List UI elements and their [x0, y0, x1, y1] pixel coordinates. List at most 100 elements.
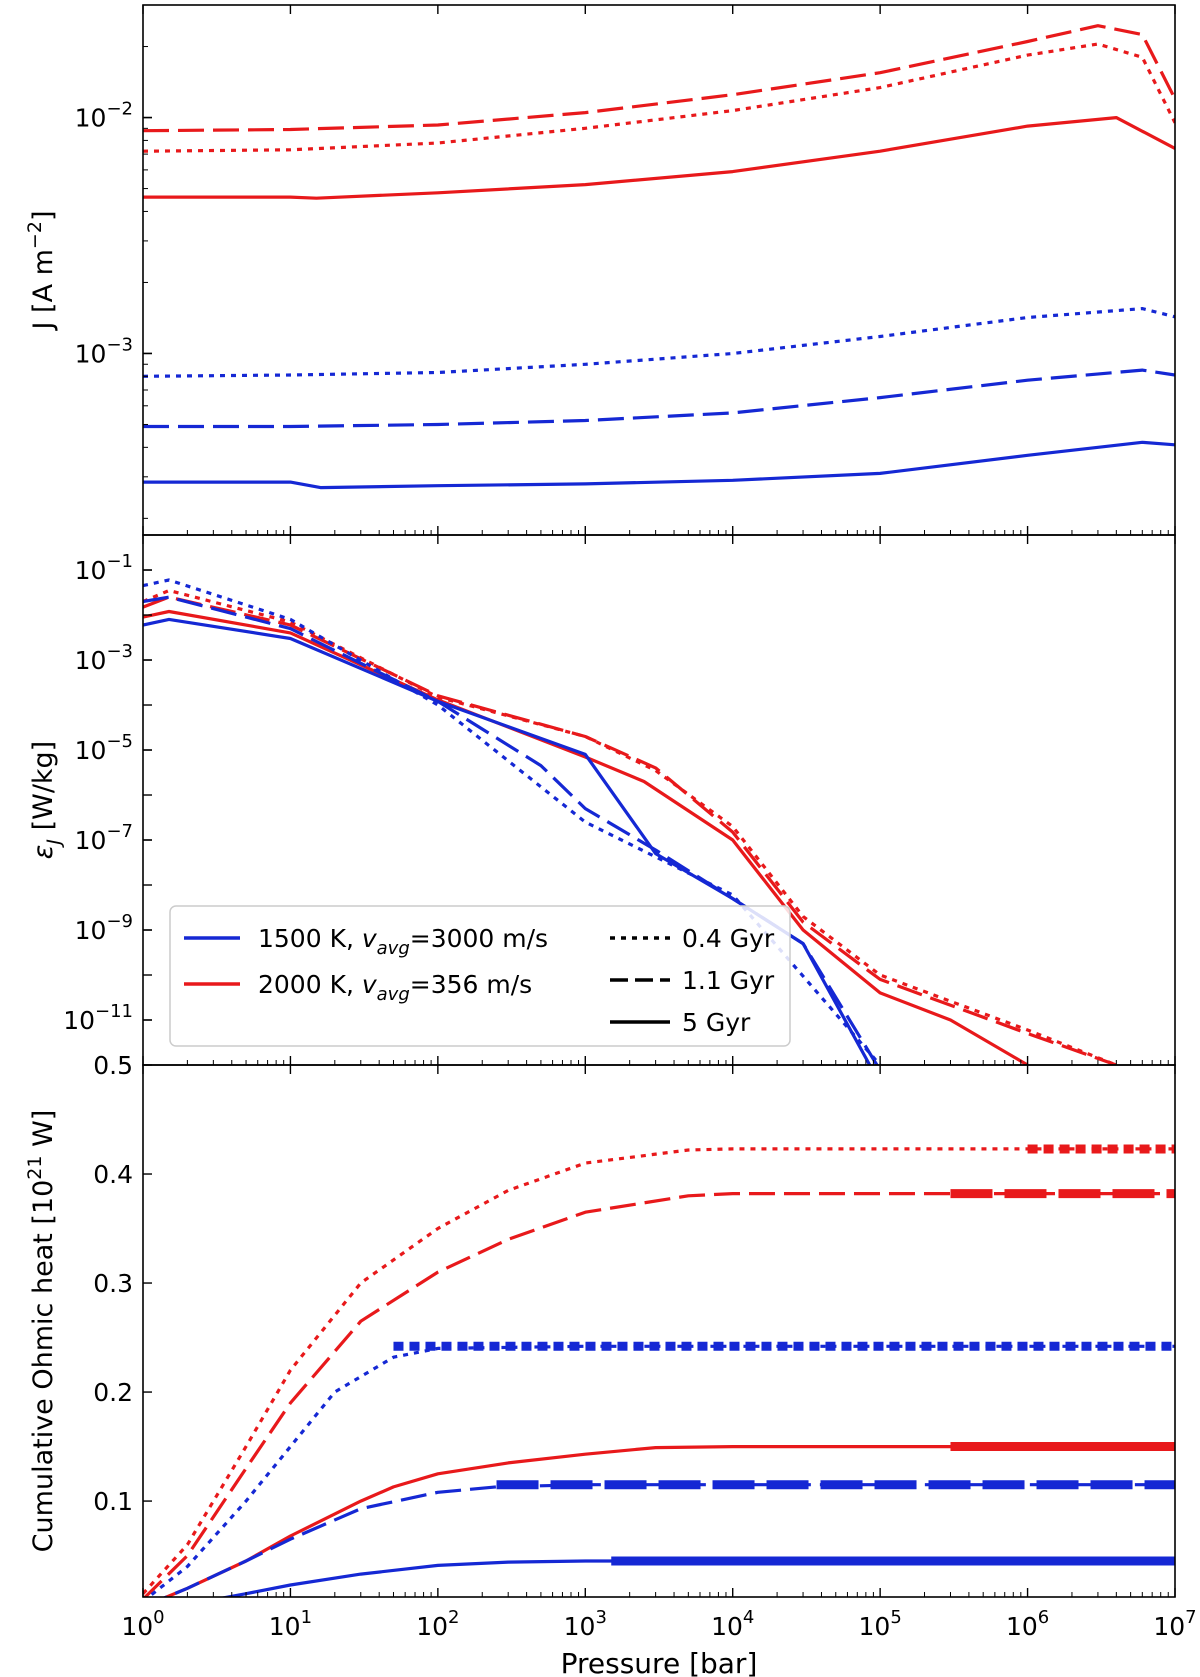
x-tick-label: 102	[416, 1607, 459, 1641]
x-tick-label: 106	[1006, 1607, 1049, 1641]
y-tick-label: 0.2	[93, 1378, 133, 1407]
y-tick-label: 10−11	[63, 1001, 133, 1035]
y-axis-label-sub: J	[43, 839, 65, 849]
x-tick-base: 10	[1006, 1612, 1038, 1641]
x-tick-exp: 4	[743, 1607, 754, 1628]
y-tick-label: 10−7	[75, 821, 133, 855]
y-tick-exp: −9	[106, 911, 133, 932]
legend-label-v: v	[362, 970, 378, 999]
series-line-1500-k-0-4-gyr	[143, 578, 882, 1065]
x-tick-label: 105	[859, 1607, 902, 1641]
series-line-1500-k-1-1-gyr	[143, 368, 1175, 429]
legend-label-age: 0.4 Gyr	[682, 924, 775, 953]
plot-frame	[142, 1064, 1176, 1598]
y-tick-exp: −1	[106, 551, 133, 572]
y-tick-base: 10	[75, 646, 107, 675]
panel-current-density: 10−210−3J [A m−2]	[24, 4, 1176, 536]
x-tick-base: 10	[564, 1612, 596, 1641]
y-tick-base: 10	[63, 1006, 95, 1035]
y-tick-label: 10−3	[75, 334, 133, 368]
series-line-2000-k-1-1-gyr	[143, 1192, 1175, 1597]
y-tick-exp: −3	[106, 641, 133, 662]
series-line-1500-k-0-4-gyr	[143, 307, 1175, 378]
series-line-1500-k-5-gyr	[219, 1559, 1175, 1597]
y-tick-label: 10−2	[75, 99, 133, 133]
series-line-2000-k-5-gyr	[143, 609, 1029, 1065]
legend-label-model: 1500 K, vavg=3000 m/s	[258, 924, 548, 959]
y-axis-label-end: [W/kg]	[28, 741, 59, 839]
legend-label-age: 5 Gyr	[682, 1008, 751, 1037]
y-tick-exp: −3	[106, 334, 133, 355]
y-axis-label-sup: 21	[24, 1156, 46, 1180]
y-tick-base: 10	[75, 826, 107, 855]
y-tick-exp: −5	[106, 731, 133, 752]
y-tick-exp: −11	[95, 1001, 133, 1022]
x-tick-label: 100	[121, 1607, 164, 1641]
x-tick-base: 10	[1153, 1612, 1185, 1641]
series-line-2000-k-5-gyr	[143, 116, 1175, 200]
y-axis-label-end: W]	[28, 1110, 59, 1156]
series-line-2000-k-1-1-gyr	[143, 24, 1175, 133]
series-line-2000-k-0-4-gyr	[143, 42, 1175, 153]
y-axis-label-main: Cumulative Ohmic heat [10	[28, 1180, 59, 1553]
y-tick-label: 10−1	[75, 551, 133, 585]
x-tick-exp: 2	[448, 1607, 459, 1628]
y-edge-label: 0.5	[93, 1051, 133, 1080]
y-tick-base: 10	[75, 104, 107, 133]
legend-label-pre: 1500 K,	[258, 924, 362, 953]
y-axis-label: Cumulative Ohmic heat [1021 W]	[24, 1110, 59, 1553]
y-tick-label: 0.4	[93, 1160, 133, 1189]
y-axis-label-main: J [A m	[28, 249, 59, 331]
x-tick-label: 101	[269, 1607, 312, 1641]
legend-label-sub: avg	[377, 984, 410, 1005]
y-tick-label: 10−5	[75, 731, 133, 765]
series-line-2000-k-0-4-gyr	[143, 1147, 1175, 1595]
x-tick-exp: 1	[301, 1607, 312, 1628]
x-tick-label: 107	[1153, 1607, 1196, 1641]
x-tick-base: 10	[121, 1612, 153, 1641]
x-tick-exp: 6	[1038, 1607, 1049, 1628]
panel-cumulative-heat: 0.1 0.2 0.3 0.4 Cumulative Ohmic heat [1021 …	[24, 1064, 1197, 1677]
legend-label-v: v	[362, 924, 378, 953]
y-axis-label-main: ε	[28, 845, 59, 860]
x-axis-label: Pressure [bar]	[561, 1647, 758, 1677]
series-line-1500-k-5-gyr	[143, 440, 1175, 490]
y-tick-exp: −2	[106, 99, 133, 120]
y-tick-label: 10−9	[75, 911, 133, 945]
series-group	[143, 24, 1175, 490]
x-tick-base: 10	[416, 1612, 448, 1641]
legend-box	[169, 905, 791, 1047]
x-tick-label: 103	[564, 1607, 607, 1641]
y-tick-base: 10	[75, 916, 107, 945]
x-tick-exp: 0	[153, 1607, 164, 1628]
legend-label-model: 2000 K, vavg=356 m/s	[258, 970, 532, 1005]
series-line-2000-k-1-1-gyr	[143, 595, 1117, 1065]
x-tick-exp: 7	[1185, 1607, 1196, 1628]
legend-label-post: =3000 m/s	[410, 924, 548, 953]
x-tick-exp: 5	[890, 1607, 901, 1628]
x-tick-exp: 3	[595, 1607, 606, 1628]
y-tick-base: 10	[75, 736, 107, 765]
legend-label-pre: 2000 K,	[258, 970, 362, 999]
legend-label-age: 1.1 Gyr	[682, 966, 775, 995]
x-tick-base: 10	[859, 1612, 891, 1641]
y-axis-label: J [A m−2]	[24, 211, 59, 332]
series-line-1500-k-1-1-gyr	[162, 1483, 1175, 1597]
series-line-2000-k-0-4-gyr	[143, 588, 1117, 1065]
y-tick-label: 0.1	[93, 1487, 133, 1516]
legend-label-post: =356 m/s	[410, 970, 532, 999]
legend-label-sub: avg	[377, 938, 410, 959]
y-tick-base: 10	[75, 339, 107, 368]
y-axis-label: εJ [W/kg]	[28, 741, 65, 859]
x-tick-label: 104	[711, 1607, 754, 1641]
x-tick-base: 10	[269, 1612, 301, 1641]
y-tick-label: 0.3	[93, 1269, 133, 1298]
y-tick-label: 10−3	[75, 641, 133, 675]
y-axis-label-sup: −2	[24, 221, 46, 249]
y-tick-exp: −7	[106, 821, 133, 842]
y-tick-base: 10	[75, 556, 107, 585]
y-axis-label-end: ]	[28, 211, 59, 222]
